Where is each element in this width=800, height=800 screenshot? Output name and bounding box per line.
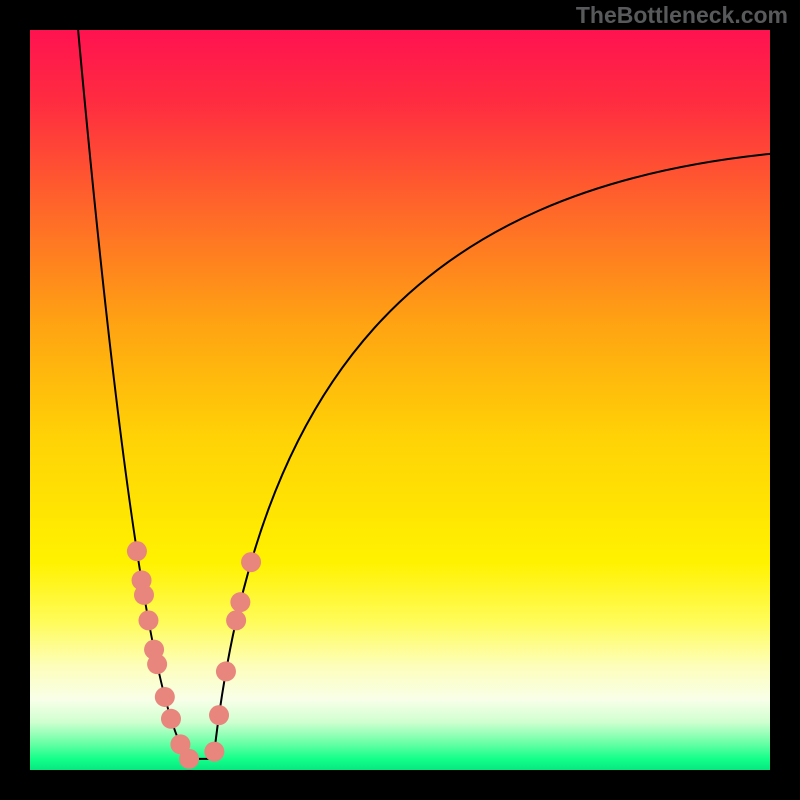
data-marker	[134, 585, 154, 605]
chart-svg	[0, 0, 800, 800]
data-marker	[204, 742, 224, 762]
data-marker	[138, 610, 158, 630]
data-marker	[230, 592, 250, 612]
data-marker	[127, 541, 147, 561]
data-marker	[241, 552, 261, 572]
data-marker	[179, 749, 199, 769]
watermark-text: TheBottleneck.com	[576, 2, 788, 29]
bottleneck-chart: TheBottleneck.com	[0, 0, 800, 800]
data-marker	[209, 705, 229, 725]
data-marker	[147, 654, 167, 674]
data-marker	[155, 687, 175, 707]
data-marker	[216, 661, 236, 681]
data-marker	[226, 610, 246, 630]
data-marker	[161, 709, 181, 729]
plot-background	[30, 30, 770, 770]
